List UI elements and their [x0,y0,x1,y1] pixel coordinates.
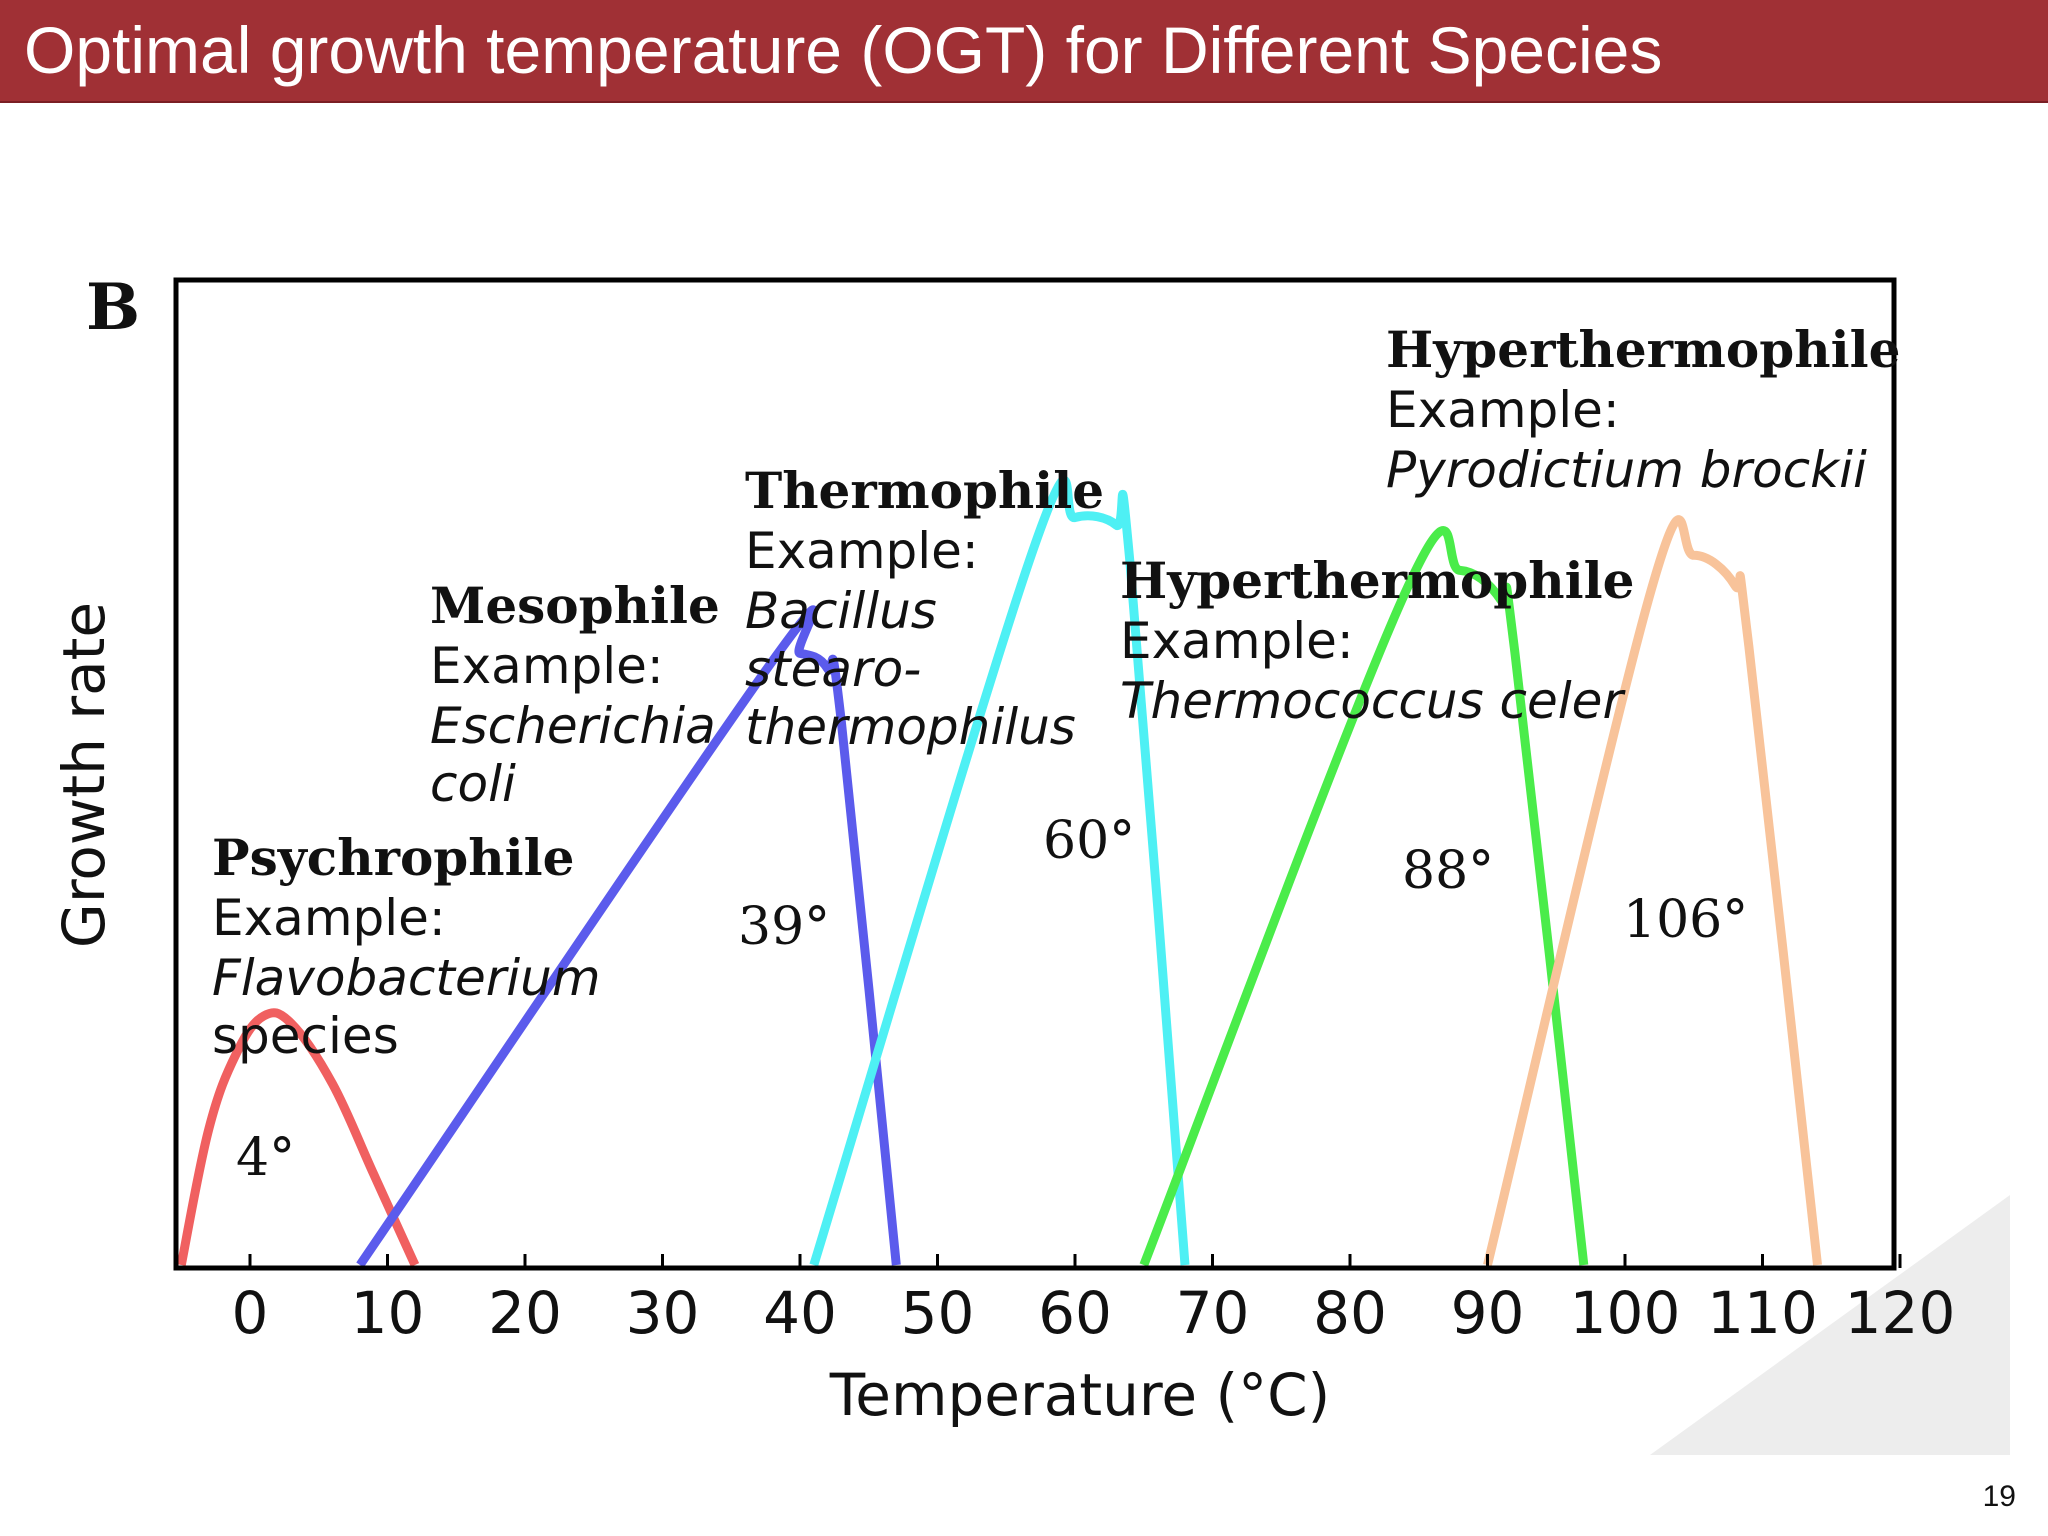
x-tick-label: 60 [1038,1279,1112,1347]
x-axis-label: Temperature (°C) [829,1361,1331,1429]
series-name: Mesophile [430,576,720,635]
series-name: Hyperthermophile [1386,320,1900,379]
plot-frame [173,277,1897,1271]
series-curve-4 [1483,515,1822,1267]
curves-layer [176,475,1822,1268]
x-tick-label: 50 [901,1279,975,1347]
series-name: Psychrophile [212,828,574,887]
example-species: Escherichia [430,697,716,755]
x-tick-label: 110 [1707,1279,1818,1347]
example-species: Flavobacterium [212,949,601,1007]
annotation-2: ThermophileExample:Bacillusstearo-thermo… [745,461,1135,871]
series-curve-0 [176,1008,420,1267]
x-tick-label: 120 [1845,1279,1956,1347]
optimum-label: 39° [738,897,830,957]
example-species: stearo- [745,640,921,698]
x-tick-label: 20 [488,1279,562,1347]
example-species: Pyrodictium brockii [1386,441,1867,499]
optimum-label: 88° [1402,841,1494,901]
series-curve-3 [1139,526,1589,1267]
x-tick-label: 10 [351,1279,425,1347]
x-tick-label: 30 [626,1279,700,1347]
panel-label: B [86,270,140,345]
x-tick-label: 0 [232,1279,269,1347]
example-species: Thermococcus celer [1120,672,1626,730]
optimum-label: 4° [236,1128,295,1188]
slide-title: Optimal growth temperature (OGT) for Dif… [24,13,1663,87]
page-number: 19 [1982,1480,2016,1513]
example-label: Example: [430,637,664,695]
x-tick-label: 40 [763,1279,837,1347]
series-curve-1 [356,605,901,1268]
example-label: Example: [1120,612,1354,670]
y-axis-label: Growth rate [50,602,118,948]
annotation-0: PsychrophileExample:Flavobacteriumspecie… [212,828,601,1188]
x-tick-label: 90 [1451,1279,1525,1347]
example-label: Example: [1386,381,1620,439]
example-species: Bacillus [745,582,937,640]
series-curve-2 [809,475,1190,1267]
example-label: Example: [212,889,446,947]
example-species: species [212,1007,399,1065]
x-tick-label: 70 [1176,1279,1250,1347]
x-ticks: 0 10 20 30 40 50 60 70 80 90 100 110 120 [232,1254,1956,1347]
corner-watermark [1650,1195,2010,1455]
example-label: Example: [745,522,979,580]
title-bar: Optimal growth temperature (OGT) for Dif… [0,0,2048,103]
optimum-label: 60° [1043,811,1135,871]
annotations-layer: PsychrophileExample:Flavobacteriumspecie… [212,320,1900,1188]
x-tick-label: 100 [1570,1279,1681,1347]
example-species: coli [430,755,516,813]
example-species: thermophilus [745,698,1076,756]
series-name: Thermophile [745,461,1104,520]
optimum-label: 106° [1623,890,1748,950]
series-name: Hyperthermophile [1120,551,1634,610]
x-tick-label: 80 [1313,1279,1387,1347]
